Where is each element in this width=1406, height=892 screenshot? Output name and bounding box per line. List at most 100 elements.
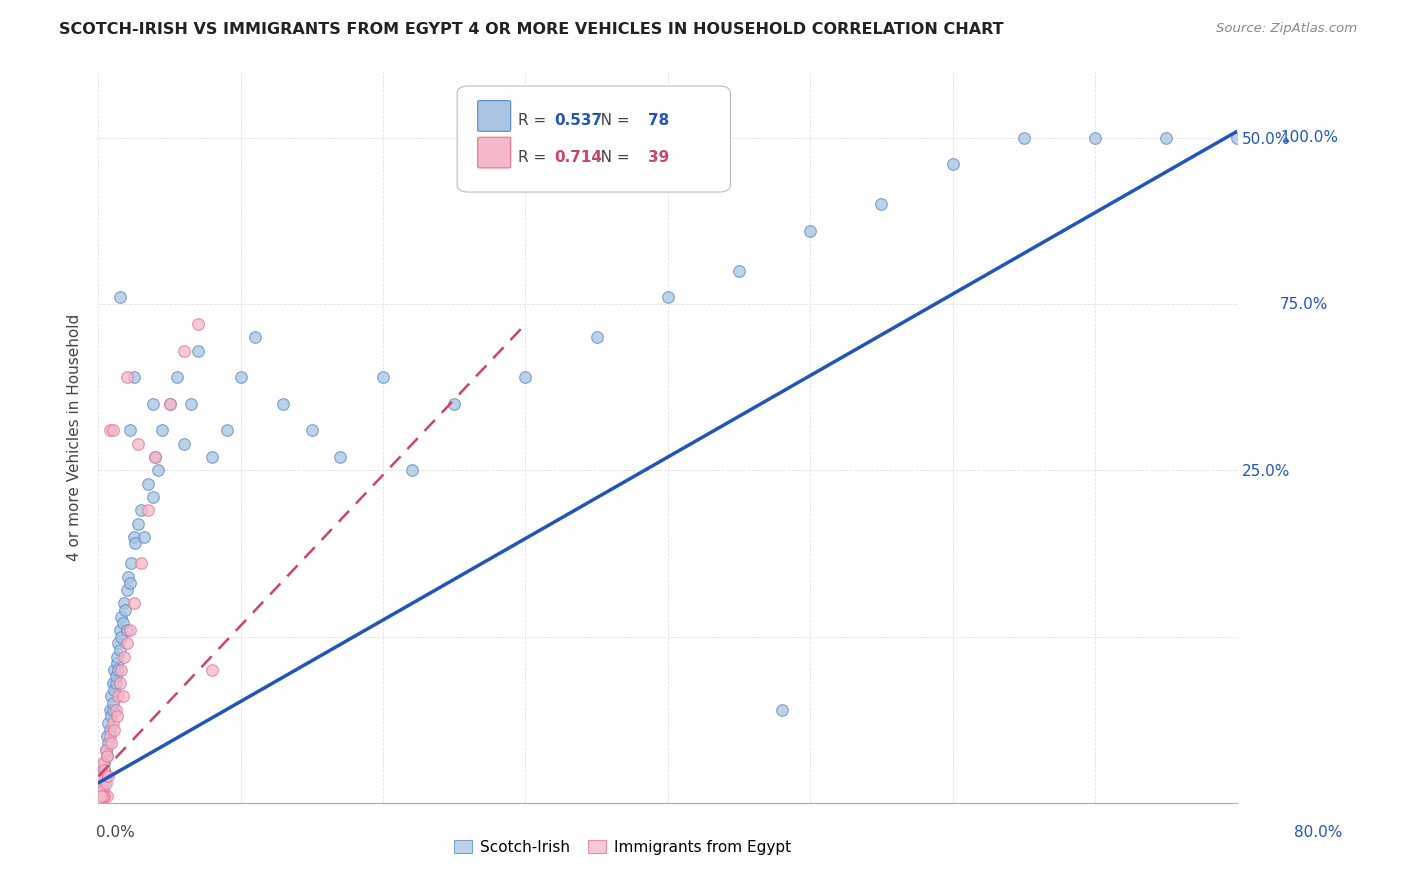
- Point: [93, 763, 115, 777]
- Point: [443, 397, 465, 411]
- Point: [100, 709, 122, 723]
- Point: [166, 370, 188, 384]
- Point: [115, 370, 138, 384]
- Point: [173, 343, 195, 358]
- Point: [1154, 131, 1177, 145]
- Point: [118, 424, 141, 438]
- Point: [132, 530, 155, 544]
- Point: [141, 397, 163, 411]
- Point: [243, 330, 266, 344]
- Point: [101, 424, 124, 438]
- Point: [91, 776, 114, 790]
- Point: [159, 397, 181, 411]
- Point: [91, 789, 114, 804]
- Point: [104, 669, 127, 683]
- Point: [107, 636, 129, 650]
- Point: [110, 663, 132, 677]
- Point: [108, 290, 131, 304]
- Point: [97, 716, 120, 731]
- Point: [103, 663, 125, 677]
- Point: [201, 450, 224, 464]
- Text: 80.0%: 80.0%: [1295, 825, 1343, 840]
- Point: [115, 636, 138, 650]
- Point: [122, 530, 145, 544]
- Point: [107, 690, 129, 704]
- Point: [96, 789, 118, 804]
- Point: [159, 397, 181, 411]
- Point: [118, 576, 141, 591]
- Point: [104, 676, 127, 690]
- Text: 75.0%: 75.0%: [1279, 297, 1329, 311]
- Point: [108, 676, 131, 690]
- Point: [657, 290, 679, 304]
- Point: [107, 663, 129, 677]
- Point: [152, 424, 174, 438]
- Point: [98, 723, 121, 737]
- Point: [101, 716, 124, 731]
- Point: [770, 703, 793, 717]
- Point: [201, 663, 224, 677]
- Point: [585, 330, 607, 344]
- Point: [1226, 131, 1249, 145]
- Point: [145, 450, 167, 464]
- Point: [124, 536, 146, 550]
- Point: [101, 703, 124, 717]
- Point: [371, 370, 394, 384]
- Point: [94, 742, 117, 756]
- Point: [148, 463, 170, 477]
- Point: [96, 749, 118, 764]
- Point: [180, 397, 202, 411]
- Point: [94, 742, 117, 756]
- Point: [103, 682, 125, 697]
- Point: [97, 736, 120, 750]
- Point: [799, 224, 821, 238]
- Text: R =: R =: [517, 113, 551, 128]
- FancyBboxPatch shape: [457, 86, 731, 192]
- Point: [108, 643, 131, 657]
- Text: N =: N =: [586, 113, 634, 128]
- Point: [96, 729, 118, 743]
- Point: [98, 729, 121, 743]
- Point: [105, 709, 128, 723]
- Point: [114, 603, 136, 617]
- Text: 0.0%: 0.0%: [96, 825, 135, 840]
- Point: [187, 343, 209, 358]
- Point: [187, 317, 209, 331]
- Point: [1012, 131, 1035, 145]
- Point: [104, 703, 127, 717]
- Point: [129, 503, 152, 517]
- Point: [90, 769, 112, 783]
- Text: 39: 39: [648, 150, 669, 165]
- Point: [127, 436, 149, 450]
- Point: [100, 690, 122, 704]
- Point: [94, 769, 117, 783]
- Point: [401, 463, 423, 477]
- Text: 100.0%: 100.0%: [1279, 130, 1339, 145]
- Point: [94, 776, 117, 790]
- Point: [136, 476, 159, 491]
- Point: [100, 736, 122, 750]
- Point: [101, 676, 124, 690]
- Point: [1084, 131, 1107, 145]
- Point: [110, 630, 132, 644]
- Text: 0.714: 0.714: [554, 150, 602, 165]
- Point: [108, 623, 131, 637]
- Point: [91, 782, 114, 797]
- Point: [111, 616, 134, 631]
- Point: [122, 370, 145, 384]
- FancyBboxPatch shape: [478, 137, 510, 168]
- Point: [870, 197, 893, 211]
- Point: [515, 370, 537, 384]
- Point: [145, 450, 167, 464]
- Point: [301, 424, 323, 438]
- Point: [97, 769, 120, 783]
- Point: [111, 690, 134, 704]
- Point: [98, 424, 121, 438]
- Point: [273, 397, 295, 411]
- Point: [105, 649, 128, 664]
- Point: [112, 596, 135, 610]
- Point: [120, 557, 142, 571]
- Point: [93, 763, 115, 777]
- Point: [329, 450, 352, 464]
- Point: [98, 703, 121, 717]
